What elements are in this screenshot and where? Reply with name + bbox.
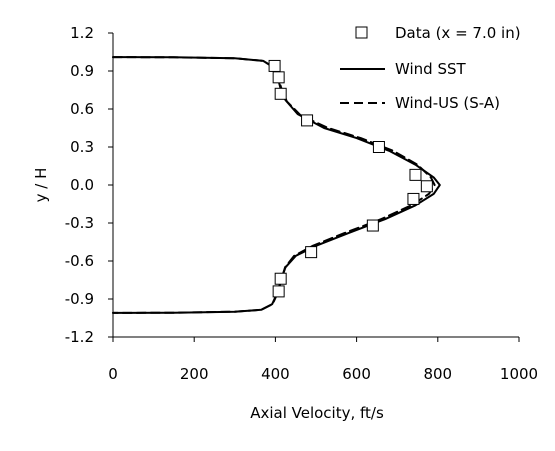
y-tick-label: 1.2 bbox=[70, 24, 94, 42]
legend: Data (x = 7.0 in) Wind SST Wind-US (S-A) bbox=[340, 24, 521, 112]
legend-label-wind-sst: Wind SST bbox=[395, 60, 467, 78]
data-point-marker bbox=[268, 59, 281, 72]
data-point-marker bbox=[272, 71, 285, 84]
data-point-marker bbox=[274, 272, 287, 285]
legend-marker-data bbox=[355, 26, 368, 39]
data-point-marker bbox=[420, 180, 433, 193]
plot-area bbox=[112, 56, 441, 314]
y-tick-label: -0.6 bbox=[65, 252, 94, 270]
x-tick-label: 200 bbox=[180, 365, 209, 383]
data-point-marker bbox=[305, 246, 318, 259]
y-tick-label: -1.2 bbox=[65, 328, 94, 346]
data-point-marker bbox=[366, 219, 379, 232]
x-axis-title: Axial Velocity, ft/s bbox=[250, 404, 384, 422]
y-tick-label: 0.9 bbox=[70, 62, 94, 80]
series-line-2 bbox=[112, 56, 436, 314]
data-point-marker bbox=[372, 141, 385, 153]
y-tick-label: 0.3 bbox=[70, 138, 94, 156]
x-tick-label: 1000 bbox=[500, 365, 538, 383]
x-tick-label: 800 bbox=[423, 365, 452, 383]
y-tick-label: -0.3 bbox=[65, 214, 94, 232]
axes: 0 200 400 600 800 1000 1.2 0.9 0.6 0.3 0.0 -0.3 -0.6… bbox=[65, 24, 538, 383]
x-tick-label: 400 bbox=[261, 365, 290, 383]
x-tick-label: 0 bbox=[108, 365, 118, 383]
data-point-marker bbox=[301, 114, 314, 127]
legend-label-data: Data (x = 7.0 in) bbox=[395, 24, 521, 42]
data-point-marker bbox=[407, 192, 420, 205]
data-point-marker bbox=[272, 285, 285, 298]
y-tick-label: 0.0 bbox=[70, 176, 94, 194]
y-tick-label: 0.6 bbox=[70, 100, 94, 118]
x-tick-label: 600 bbox=[342, 365, 371, 383]
data-point-marker bbox=[409, 168, 422, 181]
data-point-marker bbox=[274, 87, 287, 100]
y-axis-title: y / H bbox=[32, 168, 50, 203]
legend-label-wind-us: Wind-US (S-A) bbox=[395, 94, 500, 112]
y-tick-label: -0.9 bbox=[65, 290, 94, 308]
